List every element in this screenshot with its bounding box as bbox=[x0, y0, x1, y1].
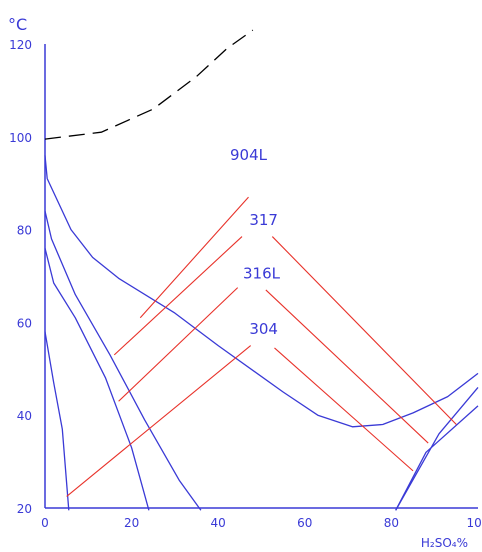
series-lines bbox=[44, 29, 479, 511]
x-tick-label: 80 bbox=[384, 516, 399, 530]
series-label: 317 bbox=[249, 211, 278, 229]
axes bbox=[44, 44, 478, 509]
y-tick-label: 120 bbox=[9, 38, 32, 52]
y-tick-label: 60 bbox=[17, 316, 32, 330]
annotations: 904L 317 316L 304 bbox=[66, 146, 457, 497]
leader-line bbox=[118, 287, 239, 402]
leader-line bbox=[139, 196, 249, 319]
series-label: 304 bbox=[249, 320, 278, 338]
series-line-316l bbox=[44, 248, 150, 511]
series-line-4 bbox=[395, 405, 479, 511]
y-tick-label: 40 bbox=[17, 409, 32, 423]
series-line-5 bbox=[395, 386, 479, 511]
y-tick-label: 100 bbox=[9, 131, 32, 145]
series-label: 316L bbox=[243, 264, 281, 282]
series-line-317 bbox=[44, 210, 202, 511]
boiling-point-curve bbox=[44, 29, 254, 140]
x-tick-label: 20 bbox=[124, 516, 139, 530]
leader-line bbox=[113, 236, 243, 356]
x-tick-label: 60 bbox=[297, 516, 312, 530]
x-tick-label: 40 bbox=[211, 516, 226, 530]
x-tick-label: 100 bbox=[467, 516, 482, 530]
series-line-304 bbox=[44, 331, 70, 511]
leader-line bbox=[66, 345, 252, 497]
leader-line bbox=[274, 347, 414, 472]
series-line-904l bbox=[44, 155, 479, 428]
leader-line bbox=[265, 289, 429, 444]
y-axis-unit: °C bbox=[8, 15, 27, 34]
y-tick-label: 20 bbox=[17, 502, 32, 516]
x-axis-label: H₂SO₄% bbox=[421, 536, 468, 550]
leader-line bbox=[271, 236, 457, 425]
y-tick-label: 80 bbox=[17, 224, 32, 238]
series-label: 904L bbox=[230, 146, 268, 164]
x-tick-label: 0 bbox=[41, 516, 49, 530]
tick-labels: °C H₂SO₄% 20 40 60 80 100 120 0 20 40 60 80 100 bbox=[8, 15, 482, 550]
